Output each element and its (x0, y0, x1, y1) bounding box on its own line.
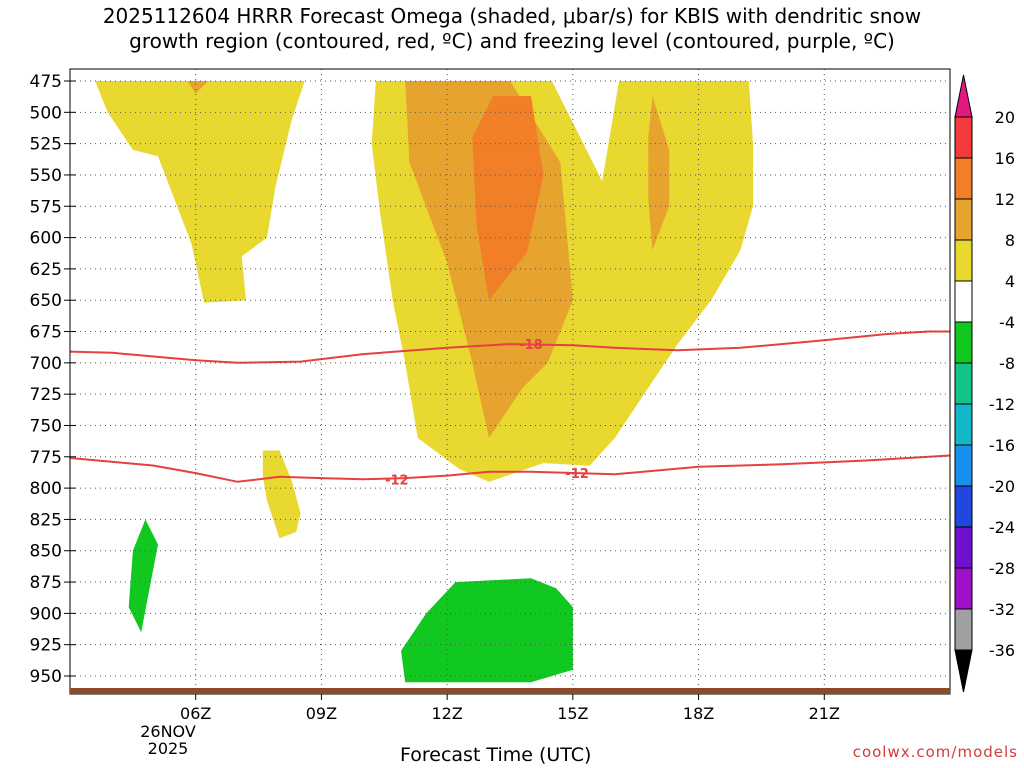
colorbar-label: -8 (999, 354, 1015, 373)
colorbar-swatch (954, 608, 973, 651)
colorbar-label: -4 (999, 313, 1015, 332)
credit-link[interactable]: coolwx.com/models (852, 743, 1018, 761)
colorbar-swatch (954, 403, 973, 446)
colorbar-swatch (954, 157, 973, 200)
ground-strip (70, 688, 950, 694)
colorbar-swatch (954, 526, 973, 569)
contour-minus-12 (70, 454, 950, 483)
omega-8to12-east-streak (648, 96, 670, 251)
omega-4to8-upper-left-cap (187, 81, 209, 94)
date-label-year: 2025 (148, 739, 189, 758)
x-tick-label: 15Z (557, 704, 588, 723)
y-tick-label: 775 (30, 448, 62, 468)
colorbar-label: 20 (995, 108, 1015, 127)
x-axis: 26NOV 2025 06Z 09Z 12Z 15Z 18Z 21Z (140, 694, 840, 758)
y-tick-label: 625 (30, 260, 62, 280)
colorbar-label: -20 (989, 477, 1015, 496)
y-tick-label: 550 (30, 166, 62, 186)
y-tick-label: 525 (30, 135, 62, 155)
contour-label: -12 (385, 473, 409, 488)
colorbar-label: -24 (989, 518, 1015, 537)
y-tick-label: 500 (30, 103, 62, 123)
grid-lines (70, 69, 950, 694)
colorbar-swatch (954, 485, 973, 528)
colorbar-label: 8 (1005, 231, 1015, 250)
contour-label: -18 (519, 338, 543, 353)
x-tick-label: 06Z (180, 704, 211, 723)
omega-4to8-upper-left (95, 81, 305, 303)
title-line-2: growth region (contoured, red, ºC) and f… (129, 29, 895, 53)
colorbar-swatch (954, 362, 973, 405)
colorbar-bottom-arrow (954, 649, 973, 693)
colorbar-top-arrow (954, 74, 973, 118)
colorbar-swatch (954, 239, 973, 282)
omega-12to16-core (472, 96, 544, 301)
colorbar: 20 16 12 8 4 -4 -8 -12 -16 -20 -24 -28 -32 -36 (954, 74, 1015, 693)
omega-neg4to-8-left-blob (128, 519, 158, 633)
chart-title: 2025112604 HRRR Forecast Omega (shaded, … (0, 4, 1024, 54)
date-label-day: 26NOV (140, 722, 196, 741)
colorbar-swatch (954, 321, 973, 364)
contour-label: -12 (565, 467, 589, 482)
colorbar-label: 4 (1005, 272, 1015, 291)
contour-minus-18 (70, 330, 950, 364)
colorbar-label: -32 (989, 600, 1015, 619)
y-tick-label: 575 (30, 197, 62, 217)
y-tick-label: 650 (30, 291, 62, 311)
y-tick-label: 850 (30, 542, 62, 562)
y-tick-label: 900 (30, 604, 62, 624)
y-tick-label: 825 (30, 510, 62, 530)
y-tick-label: 600 (30, 229, 62, 249)
plot-area: -18 -12 -12 (70, 81, 950, 683)
omega-4to8-small-blob (262, 450, 301, 539)
y-tick-label: 925 (30, 636, 62, 656)
colorbar-label: -12 (989, 395, 1015, 414)
colorbar-swatch (954, 198, 973, 241)
omega-neg4to-8-bottom-blob (401, 578, 573, 683)
colorbar-label: -36 (989, 641, 1015, 660)
y-tick-label: 725 (30, 385, 62, 405)
y-axis: 475 500 525 550 575 600 625 650 675 700 725 750 775 8… (30, 72, 76, 687)
x-tick-label: 18Z (683, 704, 714, 723)
x-tick-label: 12Z (431, 704, 462, 723)
colorbar-swatch (954, 280, 973, 323)
title-line-1: 2025112604 HRRR Forecast Omega (shaded, … (102, 4, 922, 28)
colorbar-label: 16 (995, 149, 1015, 168)
y-tick-label: 750 (30, 416, 62, 436)
colorbar-label: -28 (989, 559, 1015, 578)
y-tick-label: 475 (30, 72, 62, 92)
colorbar-label: -16 (989, 436, 1015, 455)
colorbar-swatch (954, 567, 973, 610)
y-tick-label: 800 (30, 479, 62, 499)
colorbar-label: 12 (995, 190, 1015, 209)
y-tick-label: 675 (30, 323, 62, 343)
colorbar-swatch (954, 444, 973, 487)
y-tick-label: 950 (30, 667, 62, 687)
y-tick-label: 875 (30, 573, 62, 593)
x-axis-label: Forecast Time (UTC) (400, 744, 592, 766)
x-tick-label: 21Z (809, 704, 840, 723)
colorbar-swatch (954, 116, 973, 159)
y-tick-label: 700 (30, 354, 62, 374)
x-tick-label: 09Z (306, 704, 337, 723)
